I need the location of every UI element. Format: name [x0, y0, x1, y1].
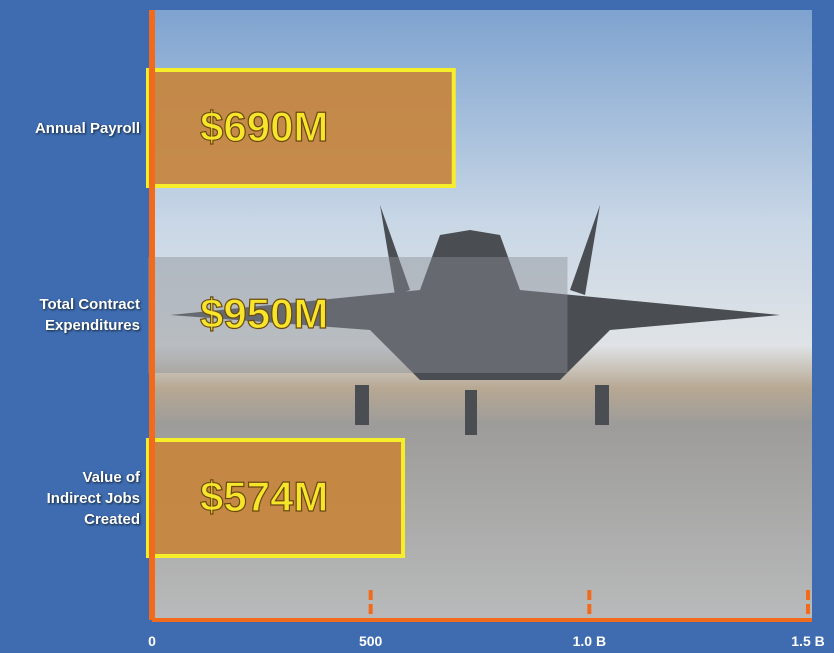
- value-label: $950M: [200, 290, 328, 337]
- chart: $690M $950M $574M 0 500 1.0 B 1.5 B Annual Pay…: [0, 0, 834, 653]
- value-label: $574M: [200, 473, 328, 520]
- x-tick-label: 0: [148, 633, 156, 649]
- value-label: $690M: [200, 103, 328, 150]
- x-tick-label: 500: [359, 633, 383, 649]
- category-label: Total Contract Expenditures: [32, 294, 140, 336]
- category-label: Value of Indirect Jobs Created: [32, 467, 140, 530]
- category-label: Annual Payroll: [32, 118, 140, 139]
- x-tick-label: 1.5 B: [791, 633, 824, 649]
- x-tick-label: 1.0 B: [573, 633, 606, 649]
